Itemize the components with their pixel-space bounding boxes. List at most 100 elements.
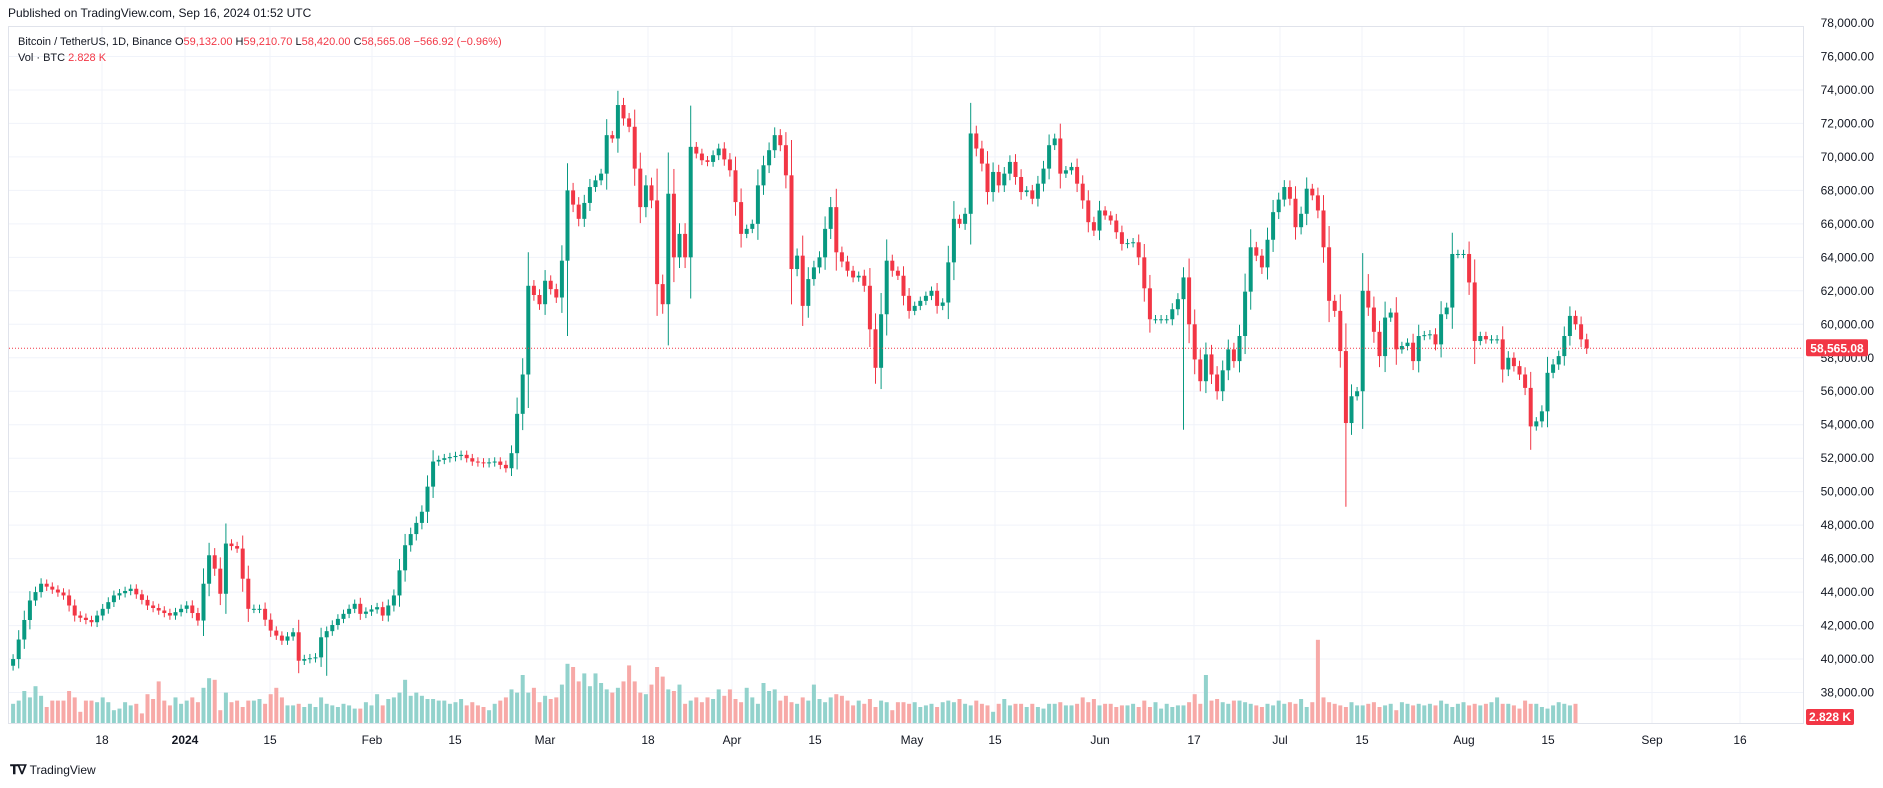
volume-bar	[397, 692, 402, 723]
candle-body	[1315, 195, 1320, 211]
volume-bar	[1405, 703, 1410, 723]
volume-bar	[526, 692, 531, 723]
candle-body	[856, 275, 861, 278]
volume-bar	[1259, 707, 1264, 723]
candle-body	[1483, 336, 1488, 340]
volume-bar	[408, 695, 413, 723]
candle-body	[330, 625, 335, 632]
candle-body	[1142, 257, 1147, 289]
volume-bar	[979, 703, 984, 723]
volume-bar	[128, 705, 133, 723]
time-tick-label: 15	[263, 733, 277, 747]
volume-bar	[1545, 708, 1550, 723]
candle-body	[1562, 336, 1567, 357]
volume-bar	[1439, 700, 1444, 723]
volume-bar	[1562, 703, 1567, 723]
candle-body	[341, 613, 346, 619]
candle-body	[83, 617, 88, 620]
volume-bar	[240, 707, 245, 723]
candle-body	[1472, 282, 1477, 342]
volume-bar	[1058, 702, 1063, 723]
volume-bar	[431, 699, 436, 723]
volume-bar	[1472, 703, 1477, 723]
volume-bar	[1063, 705, 1068, 723]
candle-body	[111, 595, 116, 603]
candle-body	[985, 163, 990, 193]
candle-body	[1164, 319, 1169, 321]
volume-bar	[1091, 699, 1096, 723]
candle-body	[1231, 349, 1236, 362]
volume-bar	[1349, 702, 1354, 723]
candle-body	[627, 118, 632, 127]
candle-body	[1119, 232, 1124, 244]
volume-bar	[1500, 703, 1505, 723]
volume-bar	[475, 705, 480, 723]
candle-body	[414, 522, 419, 535]
volume-bar	[1181, 705, 1186, 723]
time-tick-label: Mar	[535, 733, 556, 747]
volume-bar	[1125, 705, 1130, 723]
candle-body	[1349, 396, 1354, 424]
volume-bar	[1483, 703, 1488, 723]
volume-bar	[1282, 703, 1287, 723]
candle-body	[509, 453, 514, 469]
candle-body	[1030, 190, 1035, 199]
candle-body	[845, 261, 850, 271]
candle-body	[22, 619, 27, 640]
candle-body	[716, 148, 721, 156]
candle-body	[1220, 370, 1225, 392]
volume-bar	[1343, 707, 1348, 723]
volume-bar	[1371, 702, 1376, 723]
close-tag: C	[353, 36, 362, 48]
volume-bar	[313, 707, 318, 723]
candle-body	[582, 202, 587, 219]
candle-body	[643, 185, 648, 208]
price-tick-label: 60,000.00	[1821, 317, 1875, 331]
price-tick-label: 78,000.00	[1821, 16, 1875, 30]
volume-bar	[464, 705, 469, 723]
volume-bar	[537, 702, 542, 723]
candle-body	[397, 570, 402, 596]
volume-label[interactable]: Vol · BTC	[18, 52, 66, 64]
candle-body	[559, 260, 564, 298]
candle-body	[1047, 145, 1052, 169]
volume-bar	[1103, 703, 1108, 723]
candle-body	[1075, 166, 1080, 184]
volume-bar	[739, 702, 744, 723]
volume-row: Vol · BTC 2.828 K	[18, 50, 502, 66]
volume-bar	[907, 703, 912, 723]
volume-bar	[263, 703, 268, 723]
candle-body	[604, 135, 609, 174]
volume-bar	[806, 700, 811, 723]
candle-body	[55, 589, 60, 593]
candle-body	[1181, 277, 1186, 300]
volume-bar	[599, 683, 604, 723]
volume-bar	[1041, 708, 1046, 723]
last-volume-badge	[1806, 709, 1854, 725]
volume-bar	[386, 699, 391, 723]
volume-bar	[223, 692, 228, 723]
volume-bar	[1013, 703, 1018, 723]
volume-bar	[1069, 705, 1074, 723]
candle-body	[251, 608, 256, 610]
volume-bar	[453, 702, 458, 723]
volume-bar	[671, 691, 676, 723]
candle-body	[1086, 200, 1091, 223]
volume-bar	[106, 702, 111, 723]
symbol-label[interactable]: Bitcoin / TetherUS, 1D, Binance	[18, 36, 172, 48]
candle-body	[1394, 312, 1399, 350]
volume-bar	[1019, 703, 1024, 723]
candle-body	[431, 461, 436, 487]
chart-area[interactable]	[8, 26, 1804, 724]
volume-bar	[548, 699, 553, 723]
volume-bar	[1159, 708, 1164, 723]
volume-bar	[1573, 703, 1578, 723]
volume-bar	[195, 702, 200, 723]
volume-bar	[559, 684, 564, 723]
price-tick-label: 64,000.00	[1821, 250, 1875, 264]
candle-body	[1506, 357, 1511, 370]
volume-bar	[755, 703, 760, 723]
candle-body	[638, 168, 643, 208]
volume-bar	[895, 702, 900, 723]
